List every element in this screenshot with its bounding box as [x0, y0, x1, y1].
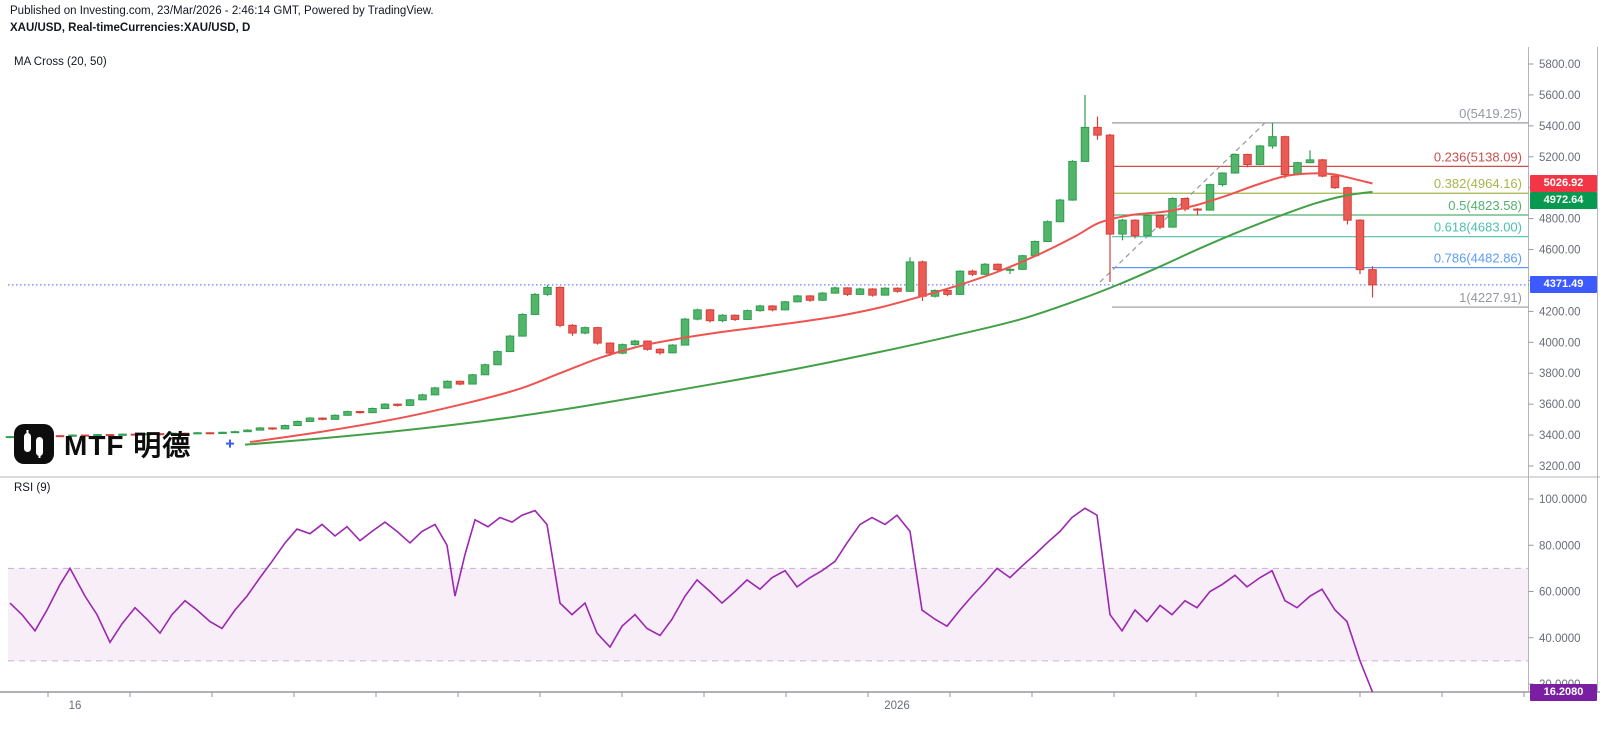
- fib-label: 0(5419.25): [1459, 106, 1522, 121]
- rsi-band: [8, 567, 1529, 662]
- price-tick-label: 3400.00: [1539, 430, 1581, 442]
- rsi-tick-label: 40.0000: [1539, 633, 1581, 645]
- watermark: MTF 明德: [14, 424, 191, 464]
- time-tick-label: 2026: [884, 700, 910, 712]
- rsi-value-badge: 16.2080: [1530, 684, 1597, 701]
- rsi-indicator-label[interactable]: RSI (9): [14, 482, 51, 494]
- price-tick-label: 3200.00: [1539, 461, 1581, 473]
- price-tick-label: 5600.00: [1539, 90, 1581, 102]
- rsi-tick-label: 100.0000: [1539, 494, 1587, 506]
- price-tick-label: 5800.00: [1539, 59, 1581, 71]
- ma20-price-badge: 5026.92: [1530, 175, 1597, 192]
- rsi-tick-label: 80.0000: [1539, 540, 1581, 552]
- ma50-line: [244, 190, 1373, 446]
- watermark-text: MTF 明德: [64, 430, 192, 461]
- rsi-tick-label: 60.0000: [1539, 587, 1581, 599]
- time-tick-label: 16: [69, 700, 82, 712]
- fib-label: 0.618(4683.00): [1434, 220, 1522, 235]
- mtf-logo-icon: [14, 424, 54, 464]
- fib-label: 0.382(4964.16): [1434, 176, 1522, 191]
- fib-label: 0.5(4823.58): [1448, 198, 1522, 213]
- price-tick-label: 4000.00: [1539, 337, 1581, 349]
- price-tick-label: 4200.00: [1539, 306, 1581, 318]
- rsi-line: [9, 507, 1374, 693]
- time-axis: 16 2026: [47, 692, 1525, 712]
- last-price-badge: 4371.49: [1530, 276, 1597, 293]
- fib-retracement: 0(5419.25) 0.236(5138.09) 0.382(4964.16) 0.…: [1112, 106, 1529, 308]
- ma-cross-indicator-label[interactable]: MA Cross (20, 50): [14, 56, 107, 68]
- price-axis: 5800.005600.005400.005200.005000.004800.…: [1528, 59, 1581, 473]
- price-tick-label: 3800.00: [1539, 368, 1581, 380]
- ma-cross-marker: [226, 439, 234, 448]
- price-tick-label: 5200.00: [1539, 152, 1581, 164]
- price-tick-label: 5400.00: [1539, 121, 1581, 133]
- price-tick-label: 4800.00: [1539, 214, 1581, 226]
- axes: [0, 47, 1600, 693]
- price-tick-label: 3600.00: [1539, 399, 1581, 411]
- symbol-title: XAU/USD, Real-timeCurrencies:XAU/USD, D: [10, 22, 251, 34]
- ma50-price-badge: 4972.64: [1530, 192, 1597, 209]
- published-line: Published on Investing.com, 23/Mar/2026 …: [10, 5, 434, 17]
- candles-series: [5, 94, 1377, 439]
- fib-label: 1(4227.91): [1459, 290, 1522, 305]
- price-tick-label: 4600.00: [1539, 245, 1581, 257]
- fib-label: 0.786(4482.86): [1434, 251, 1522, 266]
- ma20-line: [249, 172, 1373, 444]
- fib-trend-line: [1099, 122, 1266, 283]
- fib-label: 0.236(5138.09): [1434, 149, 1522, 164]
